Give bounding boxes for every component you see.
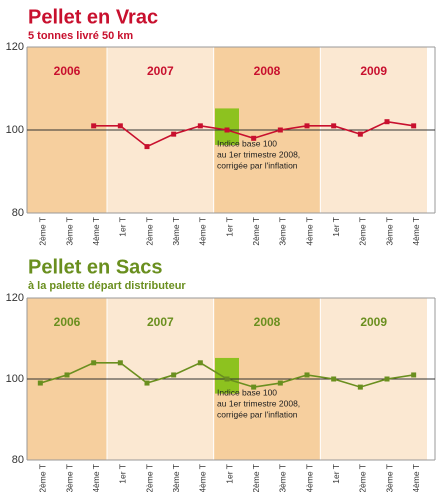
y-tick-label: 120: [6, 41, 24, 53]
data-point: [384, 119, 390, 125]
year-label: 2006: [54, 64, 81, 78]
x-tick-label: 2ème T: [251, 217, 261, 246]
data-point: [277, 380, 283, 386]
y-tick-label: 80: [12, 454, 24, 466]
data-point: [277, 127, 283, 133]
data-point: [357, 131, 363, 137]
x-tick-label: 2ème T: [358, 217, 368, 246]
reference-marker: [215, 108, 239, 145]
data-point: [117, 360, 123, 366]
year-label: 2009: [360, 315, 387, 329]
x-tick-label: 2ème T: [38, 217, 48, 246]
x-tick-label: 4ème T: [198, 464, 208, 492]
y-tick-label: 100: [6, 373, 24, 385]
data-point: [171, 131, 177, 137]
year-label: 2007: [147, 315, 174, 329]
data-point: [357, 384, 363, 390]
x-tick-label: 1er T: [118, 464, 128, 484]
data-point: [224, 376, 230, 382]
x-tick-label: 3ème T: [64, 217, 74, 246]
year-label: 2006: [54, 315, 81, 329]
x-tick-label: 2ème T: [38, 464, 48, 492]
x-tick-label: 2ème T: [358, 464, 368, 492]
x-tick-label: 2ème T: [144, 217, 154, 246]
x-tick-label: 4ème T: [91, 217, 101, 246]
x-tick-label: 4ème T: [411, 217, 421, 246]
x-tick-label: 3ème T: [171, 464, 181, 492]
x-tick-label: 2ème T: [251, 464, 261, 492]
x-tick-label: 3ème T: [64, 464, 74, 492]
data-point: [91, 123, 97, 129]
data-point: [411, 372, 417, 378]
x-tick-label: 1er T: [118, 217, 128, 237]
x-tick-label: 3ème T: [278, 464, 288, 492]
year-label: 2007: [147, 64, 174, 78]
x-tick-label: 4ème T: [304, 464, 314, 492]
x-tick-label: 4ème T: [91, 464, 101, 492]
data-point: [304, 123, 310, 129]
data-point: [117, 123, 123, 129]
chart-title: Pellet en Sacs: [28, 256, 163, 278]
data-point: [197, 360, 203, 366]
y-tick-label: 80: [12, 207, 24, 219]
x-tick-label: 3ème T: [278, 217, 288, 246]
chart-title: Pellet en Vrac: [28, 6, 158, 28]
x-tick-label: 4ème T: [198, 217, 208, 246]
x-tick-label: 4ème T: [304, 217, 314, 246]
chart-subtitle: à la palette départ distributeur: [28, 280, 186, 292]
x-tick-label: 1er T: [224, 217, 234, 237]
x-tick-label: 2ème T: [144, 464, 154, 492]
y-tick-label: 120: [6, 292, 24, 304]
data-point: [224, 127, 230, 133]
x-tick-label: 1er T: [224, 464, 234, 484]
annotation: au 1er trimestre 2008,: [217, 398, 300, 408]
data-point: [411, 123, 417, 129]
data-point: [37, 380, 43, 386]
x-tick-label: 4ème T: [411, 464, 421, 492]
annotation: Indice base 100: [217, 138, 277, 148]
x-tick-label: 1er T: [331, 464, 341, 484]
data-point: [304, 372, 310, 378]
data-point: [171, 372, 177, 378]
y-tick-label: 100: [6, 124, 24, 136]
x-tick-label: 3ème T: [384, 464, 394, 492]
data-point: [331, 376, 337, 382]
year-label: 2008: [254, 315, 281, 329]
data-point: [384, 376, 390, 382]
reference-marker: [215, 357, 239, 394]
x-tick-label: 3ème T: [384, 217, 394, 246]
data-point: [331, 123, 337, 129]
year-label: 2008: [254, 64, 281, 78]
data-point: [197, 123, 203, 129]
data-point: [91, 360, 97, 366]
data-point: [251, 384, 257, 390]
data-point: [251, 135, 257, 141]
data-point: [144, 144, 150, 150]
year-label: 2009: [360, 64, 387, 78]
chart-subtitle: 5 tonnes livré 50 km: [28, 30, 133, 42]
annotation: Indice base 100: [217, 387, 277, 397]
annotation: au 1er trimestre 2008,: [217, 149, 300, 159]
data-point: [144, 380, 150, 386]
x-tick-label: 3ème T: [171, 217, 181, 246]
x-tick-label: 1er T: [331, 217, 341, 237]
annotation: corrigée par l'inflation: [217, 409, 298, 419]
data-point: [64, 372, 70, 378]
annotation: corrigée par l'inflation: [217, 160, 298, 170]
